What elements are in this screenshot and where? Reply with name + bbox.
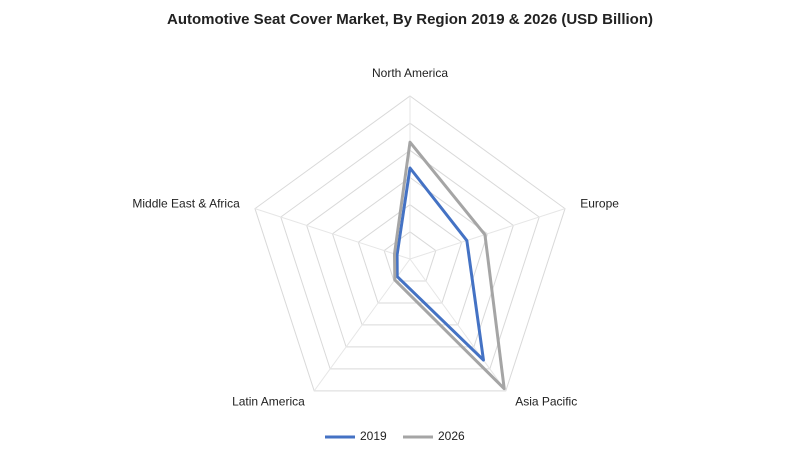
grid-ring bbox=[254, 95, 566, 392]
grid-ring bbox=[331, 176, 489, 326]
grid-ring bbox=[306, 149, 514, 348]
category-label: Middle East & Africa bbox=[132, 196, 240, 210]
series-line bbox=[392, 140, 506, 391]
grid-ring bbox=[357, 204, 463, 304]
spoke bbox=[409, 258, 507, 392]
grid-ring bbox=[280, 122, 540, 370]
chart-title: Automotive Seat Cover Market, By Region … bbox=[167, 11, 653, 28]
grid-ring bbox=[383, 231, 437, 282]
spoke bbox=[254, 208, 411, 260]
series-line bbox=[395, 166, 485, 362]
spoke bbox=[409, 208, 566, 260]
category-label: Asia Pacific bbox=[515, 394, 577, 408]
category-label: Latin America bbox=[232, 394, 305, 408]
category-label: North America bbox=[372, 66, 448, 80]
legend-label: 2019 bbox=[360, 429, 387, 443]
legend-label: 2026 bbox=[438, 429, 465, 443]
category-label: Europe bbox=[580, 196, 619, 210]
